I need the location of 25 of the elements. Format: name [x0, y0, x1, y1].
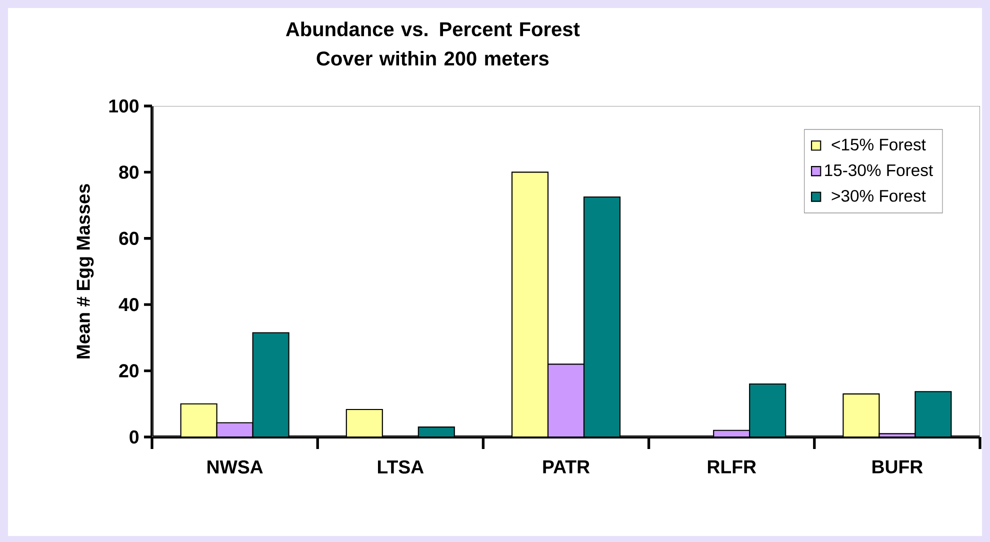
chart-title: Abundance vs. Percent Forest Cover within 200 meters — [286, 22, 580, 66]
bar — [346, 408, 383, 437]
x-tick-label: PATR — [543, 460, 590, 474]
y-tick-label: 20 — [119, 364, 139, 378]
bar — [180, 403, 218, 437]
x-tick-label: LTSA — [378, 460, 424, 474]
y-tick-label: 0 — [130, 430, 139, 444]
y-tick-label: 60 — [119, 232, 139, 246]
y-tick-label: 80 — [119, 166, 139, 179]
x-tick-label: RLFR — [708, 460, 756, 474]
bar — [511, 172, 549, 437]
bar — [547, 364, 585, 437]
bar — [842, 393, 880, 437]
bar — [749, 383, 786, 437]
bar — [914, 391, 952, 437]
legend-label: >30% Forest — [832, 190, 926, 202]
y-axis-title: Mean # Egg Masses — [76, 184, 94, 358]
y-tick-label: 100 — [109, 99, 139, 113]
legend-label: 15-30% Forest — [825, 164, 933, 176]
bar — [583, 196, 621, 437]
x-tick-label: NWSA — [208, 460, 263, 474]
x-tick-label: BUFR — [872, 460, 923, 474]
legend-label: <15% Forest — [832, 138, 926, 150]
bar — [252, 332, 290, 437]
y-tick-label: 40 — [118, 298, 139, 312]
